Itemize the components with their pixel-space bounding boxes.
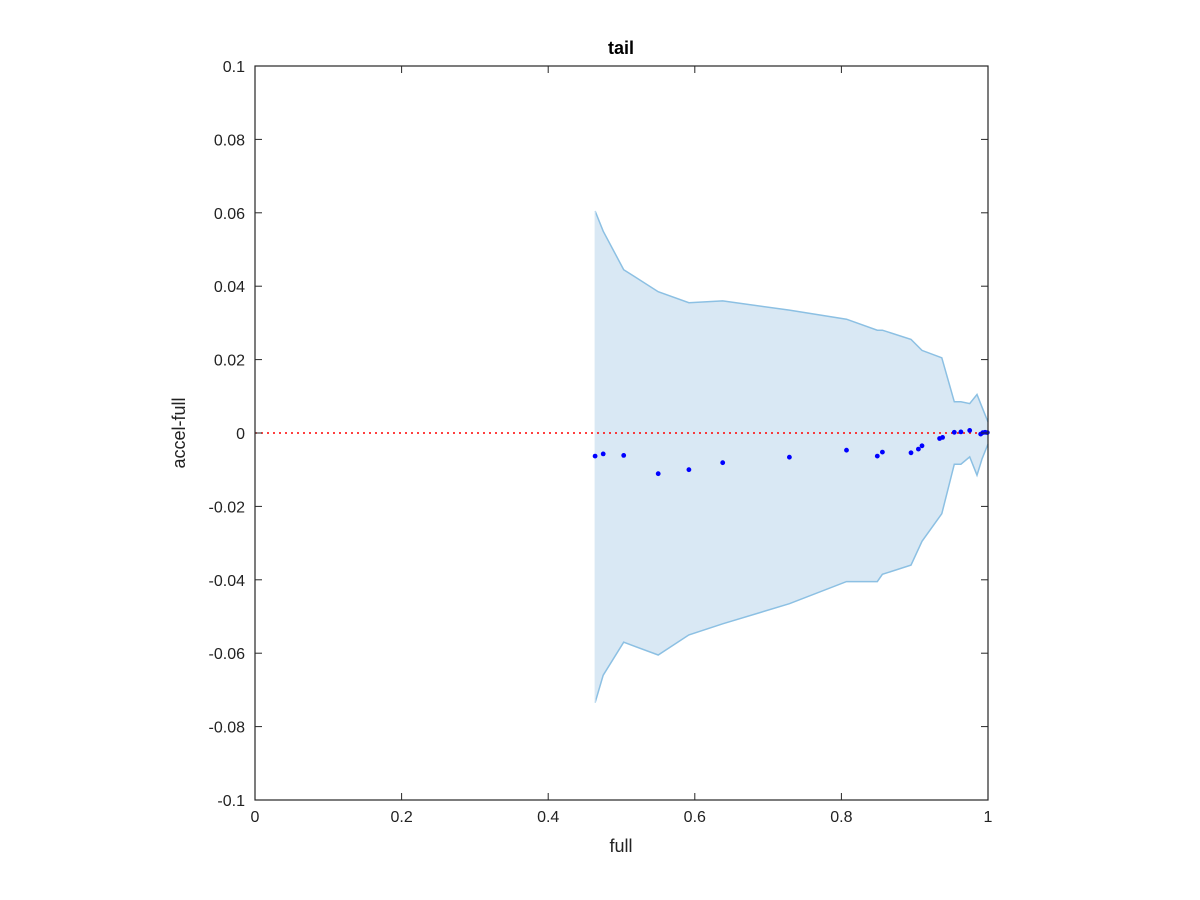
data-point — [908, 450, 914, 456]
data-point — [940, 435, 945, 440]
x-tick-label: 0.6 — [684, 809, 706, 826]
data-point — [951, 429, 957, 435]
data-point — [844, 447, 849, 453]
data-point — [916, 446, 921, 452]
y-tick-label: -0.04 — [209, 573, 246, 590]
x-tick-label: 0.2 — [390, 809, 412, 826]
x-tick-label: 0 — [251, 809, 260, 826]
y-tick-label: 0.06 — [214, 206, 245, 223]
data-point — [919, 443, 925, 449]
data-point — [880, 449, 885, 455]
x-tick-label: 0.8 — [830, 809, 852, 826]
y-tick-label: 0.1 — [223, 59, 245, 76]
data-point — [720, 460, 726, 466]
band-lower-edge — [594, 443, 989, 703]
y-tick-label: -0.1 — [217, 793, 245, 810]
y-axis-label: accel-full — [169, 397, 189, 468]
band-upper-edge — [594, 210, 989, 423]
chart-title: tail — [608, 38, 634, 58]
data-point — [592, 453, 598, 459]
y-axis-ticks: -0.1 -0.08 -0.06 -0.04 -0.02 0 0.02 0.04 0.06 0.0… — [209, 59, 988, 810]
x-tick-label: 0.4 — [537, 809, 559, 826]
y-tick-label: 0 — [236, 426, 245, 443]
data-point — [874, 453, 880, 459]
y-tick-label: -0.08 — [209, 720, 246, 737]
data-point — [621, 453, 627, 458]
x-axis-ticks: 0 0.2 0.4 0.6 0.8 1 — [251, 66, 993, 826]
y-tick-label: 0.08 — [214, 132, 245, 149]
y-tick-label: 0.04 — [214, 279, 245, 296]
x-tick-label: 1 — [984, 809, 993, 826]
data-point — [686, 467, 692, 473]
y-tick-label: -0.02 — [209, 499, 246, 516]
data-point — [655, 471, 661, 477]
y-tick-label: -0.06 — [209, 646, 246, 663]
data-point — [967, 428, 973, 433]
x-axis-label: full — [609, 836, 632, 856]
data-point — [600, 451, 606, 457]
data-point — [787, 454, 792, 460]
y-tick-label: 0.02 — [214, 353, 245, 370]
data-point — [958, 429, 964, 435]
data-points — [592, 428, 990, 477]
